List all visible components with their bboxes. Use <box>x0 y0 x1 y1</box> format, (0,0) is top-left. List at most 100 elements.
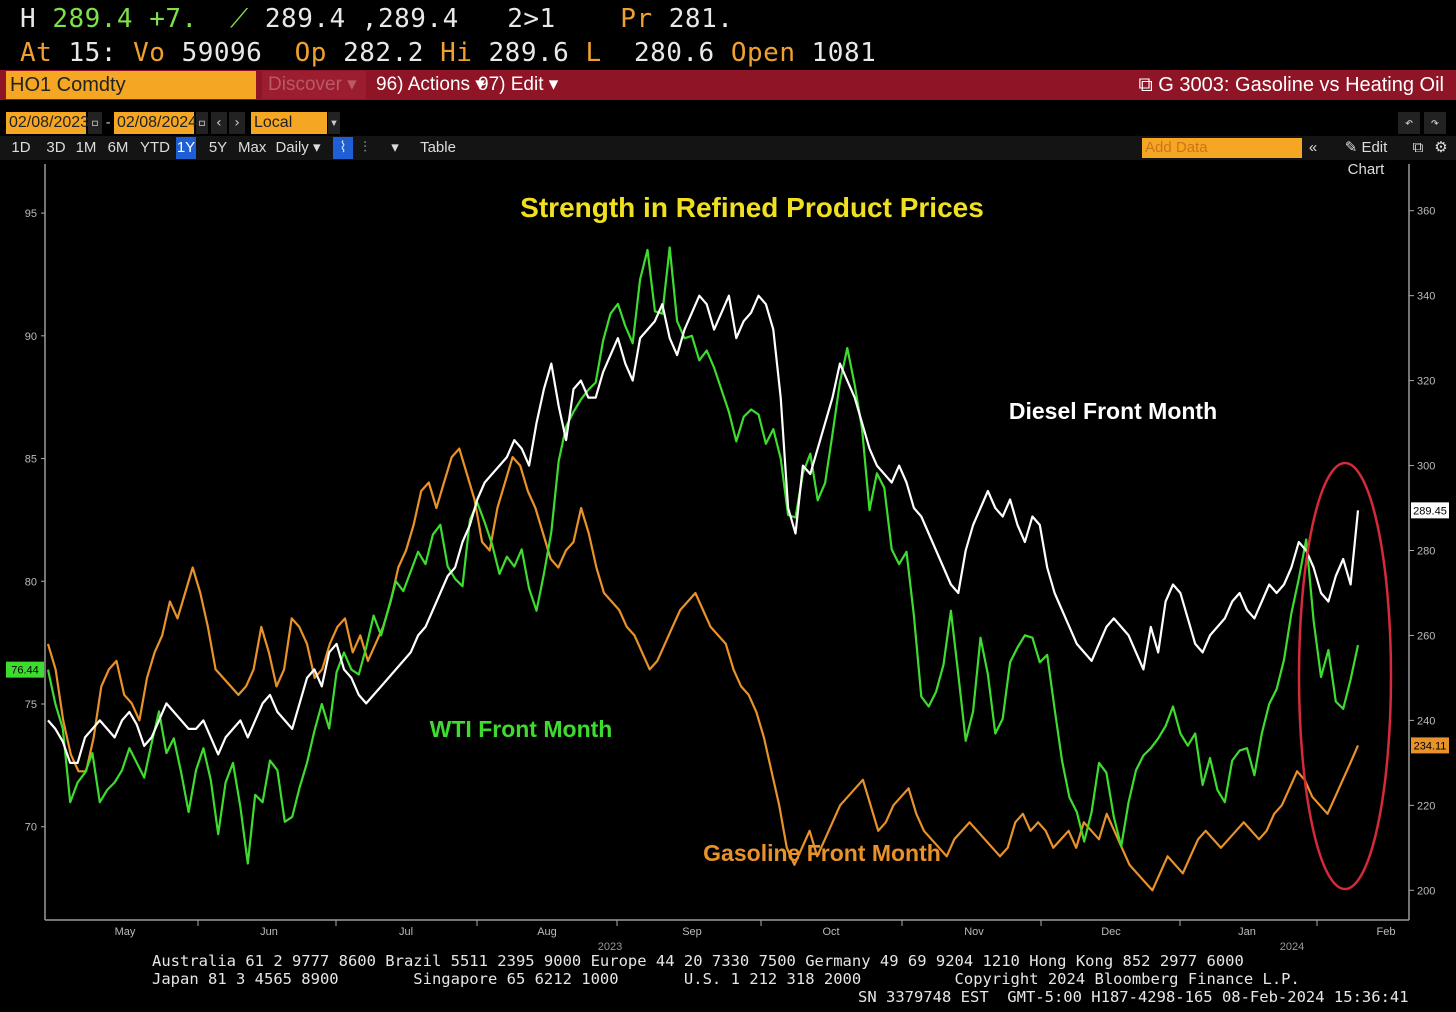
series-gasoline-front-month <box>46 447 1360 892</box>
edit-chart-label: Edit Chart <box>1347 139 1388 178</box>
bid-ask: 289.4 ,289.4 <box>264 4 459 34</box>
currency-select[interactable]: Local CCY <box>251 112 327 153</box>
calendar-icon[interactable]: ▫ <box>196 112 208 134</box>
start-date-field[interactable]: 02/08/2023 <box>6 112 89 134</box>
open-interest-label: Open <box>730 38 796 68</box>
prev-arrow-icon[interactable]: ‹ <box>211 112 227 134</box>
high-label: Hi <box>440 38 473 68</box>
edit-label: Edit <box>510 74 544 95</box>
last-price: 289.4 <box>52 4 134 34</box>
range-1m[interactable]: 1M <box>75 139 97 156</box>
x-axis: May Jun Jul Aug Sep Oct Nov Dec Jan Feb 2023 2024 <box>45 919 1409 952</box>
ticker-field[interactable]: HO1 Comdty <box>6 71 256 99</box>
bar-chart-icon[interactable]: ⫶ <box>363 139 367 156</box>
edit-chart-button[interactable]: ✎ Edit Chart <box>1344 139 1388 178</box>
line-chart-icon[interactable]: ⌇ <box>333 137 353 159</box>
add-data-input[interactable]: Add Data <box>1142 138 1302 158</box>
right-tick-label: 360 <box>1417 206 1435 218</box>
gear-icon[interactable]: ⚙ <box>1434 139 1448 156</box>
month-label: Nov <box>964 926 984 938</box>
right-tick-label: 280 <box>1417 545 1435 557</box>
left-axis: 70 75 80 85 90 95 <box>25 164 46 920</box>
right-tick-label: 260 <box>1417 630 1435 642</box>
prev-label: Pr <box>620 4 653 34</box>
chevron-down-icon[interactable]: ▾ <box>328 112 340 134</box>
left-tick-label: 80 <box>25 576 37 588</box>
undo-icon[interactable]: ↶ <box>1398 112 1420 134</box>
volume-label: Vo <box>133 38 166 68</box>
wti-last-tag: 76.44 <box>11 665 39 677</box>
next-arrow-icon[interactable]: › <box>229 112 245 134</box>
range-1y[interactable]: 1Y <box>176 137 196 159</box>
size: 2>1 <box>507 4 556 34</box>
discover-menu[interactable]: Discover ▾ <box>262 71 366 99</box>
chart-function-title: ⧉ G 3003: Gasoline vs Heating Oil <box>1138 71 1444 99</box>
right-tick-label: 240 <box>1417 715 1435 727</box>
footer: Australia 61 2 9777 8600 Brazil 5511 239… <box>0 952 1456 1006</box>
chevron-down-icon[interactable]: ▾ <box>391 139 399 156</box>
actions-number: 96) <box>376 74 404 95</box>
annotations: 289.45 234.11 76.44 <box>6 502 1449 754</box>
month-label: Jul <box>399 926 413 938</box>
month-label: Jun <box>260 926 278 938</box>
quote-high-label: H <box>20 4 37 34</box>
gasoline-last-tag-bg <box>1411 737 1449 754</box>
left-tick-label: 95 <box>25 208 37 220</box>
high-price: 289.6 <box>488 38 570 68</box>
collapse-icon[interactable]: « <box>1308 139 1318 156</box>
open-price: 282.2 <box>343 38 424 68</box>
right-tick-label: 320 <box>1417 376 1435 388</box>
redo-icon[interactable]: ↷ <box>1424 112 1446 134</box>
table-button[interactable]: Table <box>420 139 456 156</box>
right-tick-label: 340 <box>1417 291 1435 303</box>
range-6m[interactable]: 6M <box>107 139 129 156</box>
function-title: G 3003: Gasoline vs Heating Oil <box>1158 74 1444 96</box>
low-price: 280.6 <box>633 38 715 68</box>
month-label: Feb <box>1377 926 1396 938</box>
wti-label: WTI Front Month <box>430 716 613 742</box>
left-tick-label: 90 <box>25 331 37 343</box>
series-diesel-front-month <box>47 294 1360 765</box>
actions-menu[interactable]: 96) Actions ▾ <box>376 71 485 99</box>
footer-contacts: Australia 61 2 9777 8600 Brazil 5511 239… <box>152 952 1244 970</box>
low-label: L <box>585 38 602 68</box>
month-label: Aug <box>537 926 557 938</box>
year-label: 2024 <box>1280 941 1304 952</box>
chart-title: Strength in Refined Product Prices <box>520 192 984 223</box>
at-time: 15: <box>68 38 117 68</box>
month-label: Jan <box>1238 926 1256 938</box>
range-max[interactable]: Max <box>238 139 267 156</box>
month-label: May <box>115 926 136 938</box>
footer-session: SN 3379748 EST GMT-5:00 H187-4298-165 08… <box>858 988 1409 1006</box>
discover-label: Discover <box>268 74 342 95</box>
right-axis: 200 220 240 260 280 300 320 340 360 <box>1408 164 1435 920</box>
right-tick-label: 220 <box>1417 800 1435 812</box>
frequency-select[interactable]: Daily ▾ <box>275 139 321 156</box>
open-interest: 1081 <box>811 38 877 68</box>
range-3d[interactable]: 3D <box>46 139 66 156</box>
price-chart: 70 75 80 85 90 95 200 220 240 260 280 300 320 340 360… <box>6 164 1449 952</box>
edit-number: 97) <box>478 74 506 95</box>
edit-menu[interactable]: 97) Edit ▾ <box>478 71 558 99</box>
chevron-down-icon: ▾ <box>475 74 485 95</box>
end-date-field[interactable]: 02/08/2024 <box>114 112 197 134</box>
left-tick-label: 85 <box>25 454 37 466</box>
left-tick-label: 75 <box>25 699 37 711</box>
month-label: Sep <box>682 926 702 938</box>
range-5y[interactable]: 5Y <box>208 139 228 156</box>
left-tick-label: 70 <box>25 822 37 834</box>
right-tick-label: 200 <box>1417 885 1435 897</box>
gasoline-label: Gasoline Front Month <box>703 840 941 866</box>
range-ytd[interactable]: YTD <box>140 139 170 156</box>
right-tick-label: 300 <box>1417 461 1435 473</box>
chevron-down-icon: ▾ <box>548 74 559 95</box>
popout-icon[interactable]: ⧉ <box>1412 139 1424 156</box>
diesel-last-tag-bg <box>1411 502 1449 519</box>
external-link-icon[interactable]: ⧉ <box>1138 74 1153 96</box>
diesel-label: Diesel Front Month <box>1009 398 1217 424</box>
quote-line-2: At 15: Vo 59096 Op 282.2 Hi 289.6 L 280.… <box>20 38 876 68</box>
calendar-icon[interactable]: ▫ <box>88 112 102 134</box>
frequency-label: Daily <box>275 139 309 156</box>
at-label: At <box>20 38 53 68</box>
range-1d[interactable]: 1D <box>11 139 31 156</box>
